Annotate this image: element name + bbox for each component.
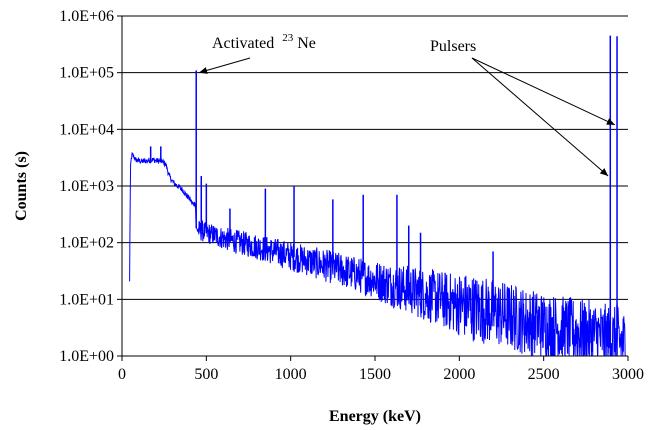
annotation-activated-ne: Activated 23 Ne [212,28,316,52]
annotation-superscript: 23 [282,32,294,44]
y-axis-title: Counts (s) [13,151,30,221]
x-tick-label: 0 [118,366,126,383]
y-tick-label: 1.0E+05 [59,65,114,82]
x-tick-label: 1500 [359,366,391,383]
x-tick-label: 3000 [612,366,644,383]
annotation-arrow-ne [198,57,251,74]
annotation-ne-text: Ne [297,35,316,52]
x-tick-label: 2000 [443,366,475,383]
annotation-pulsers: Pulsers [430,38,476,55]
annotation-arrow-pulser [471,57,609,177]
annotation-arrowhead-ne [199,67,208,74]
y-tick-label: 1.0E+01 [59,291,114,308]
ticks: 1.0E+00 1.0E+01 1.0E+02 1.0E+03 1.0E+04 1.0E+… [59,8,644,383]
x-tick-label: 500 [194,366,218,383]
annotations: Activated 23 Ne Pulsers [198,28,616,177]
spectrum-series-line [129,152,627,357]
series-layer [129,35,627,357]
x-tick-label: 1000 [275,366,307,383]
gridlines [122,15,628,300]
x-axis-title: Energy (keV) [329,408,421,425]
y-tick-label: 1.0E+04 [59,121,114,138]
y-tick-label: 1.0E+03 [59,178,114,195]
annotation-arrow-pulser [471,57,616,126]
y-tick-label: 1.0E+00 [59,348,114,365]
y-tick-label: 1.0E+06 [59,8,114,25]
y-tick-label: 1.0E+02 [59,235,114,252]
annotation-arrowhead-pulser [599,168,609,177]
annotation-arrowhead-pulser [606,118,615,125]
x-tick-label: 2500 [528,366,560,383]
annotation-activated-text: Activated [212,35,274,52]
